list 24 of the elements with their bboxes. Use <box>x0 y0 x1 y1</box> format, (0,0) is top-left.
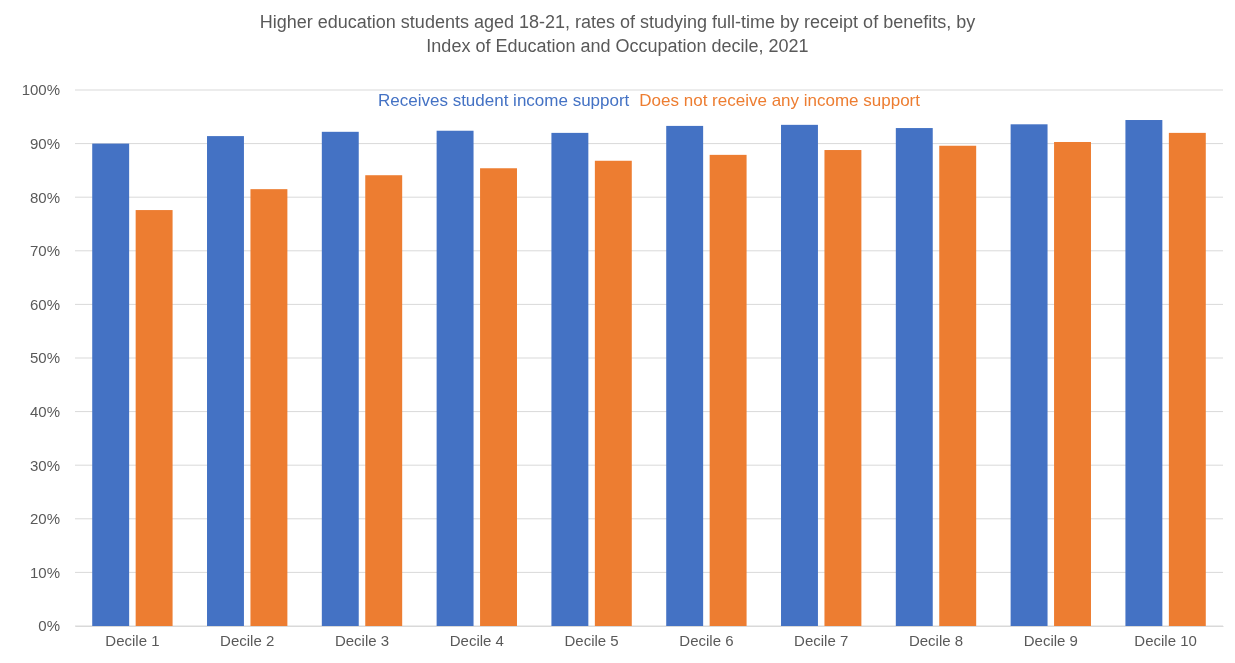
x-tick-label: Decile 1 <box>105 631 160 649</box>
x-tick-label: Decile 9 <box>1023 631 1078 649</box>
x-tick-label: Decile 4 <box>449 631 504 649</box>
series-label: Receives student income support <box>377 91 630 110</box>
text: Does not receive any income support <box>639 91 921 110</box>
y-tick-label: 50% <box>29 349 60 367</box>
y-tick-label: 100% <box>21 81 60 99</box>
x-tick-label: Decile 7 <box>794 631 849 649</box>
x-tick-label: Decile 5 <box>564 631 619 649</box>
x-tick-label: Decile 6 <box>679 631 734 649</box>
x-tick-label: Decile 10 <box>1134 631 1197 649</box>
y-tick-label: 90% <box>29 134 60 152</box>
x-tick-label: Decile 3 <box>334 631 390 649</box>
y-tick-label: 70% <box>29 242 60 260</box>
y-tick-label: 0% <box>38 617 60 635</box>
y-tick-label: 40% <box>29 402 60 420</box>
y-tick-label: 60% <box>29 295 60 313</box>
y-tick-label: 10% <box>29 563 60 581</box>
chart-title: Higher education students aged 18-21, rates of studying full-time by receipt of benefits, by Index of Education and Occupation decile, 2021 <box>259 12 976 56</box>
x-tick-label: Decile 8 <box>908 631 964 649</box>
x-tick-label: Decile 2 <box>220 631 275 649</box>
y-tick-label: 20% <box>29 510 60 528</box>
y-tick-label: 30% <box>29 456 60 474</box>
y-tick-label: 80% <box>29 188 60 206</box>
